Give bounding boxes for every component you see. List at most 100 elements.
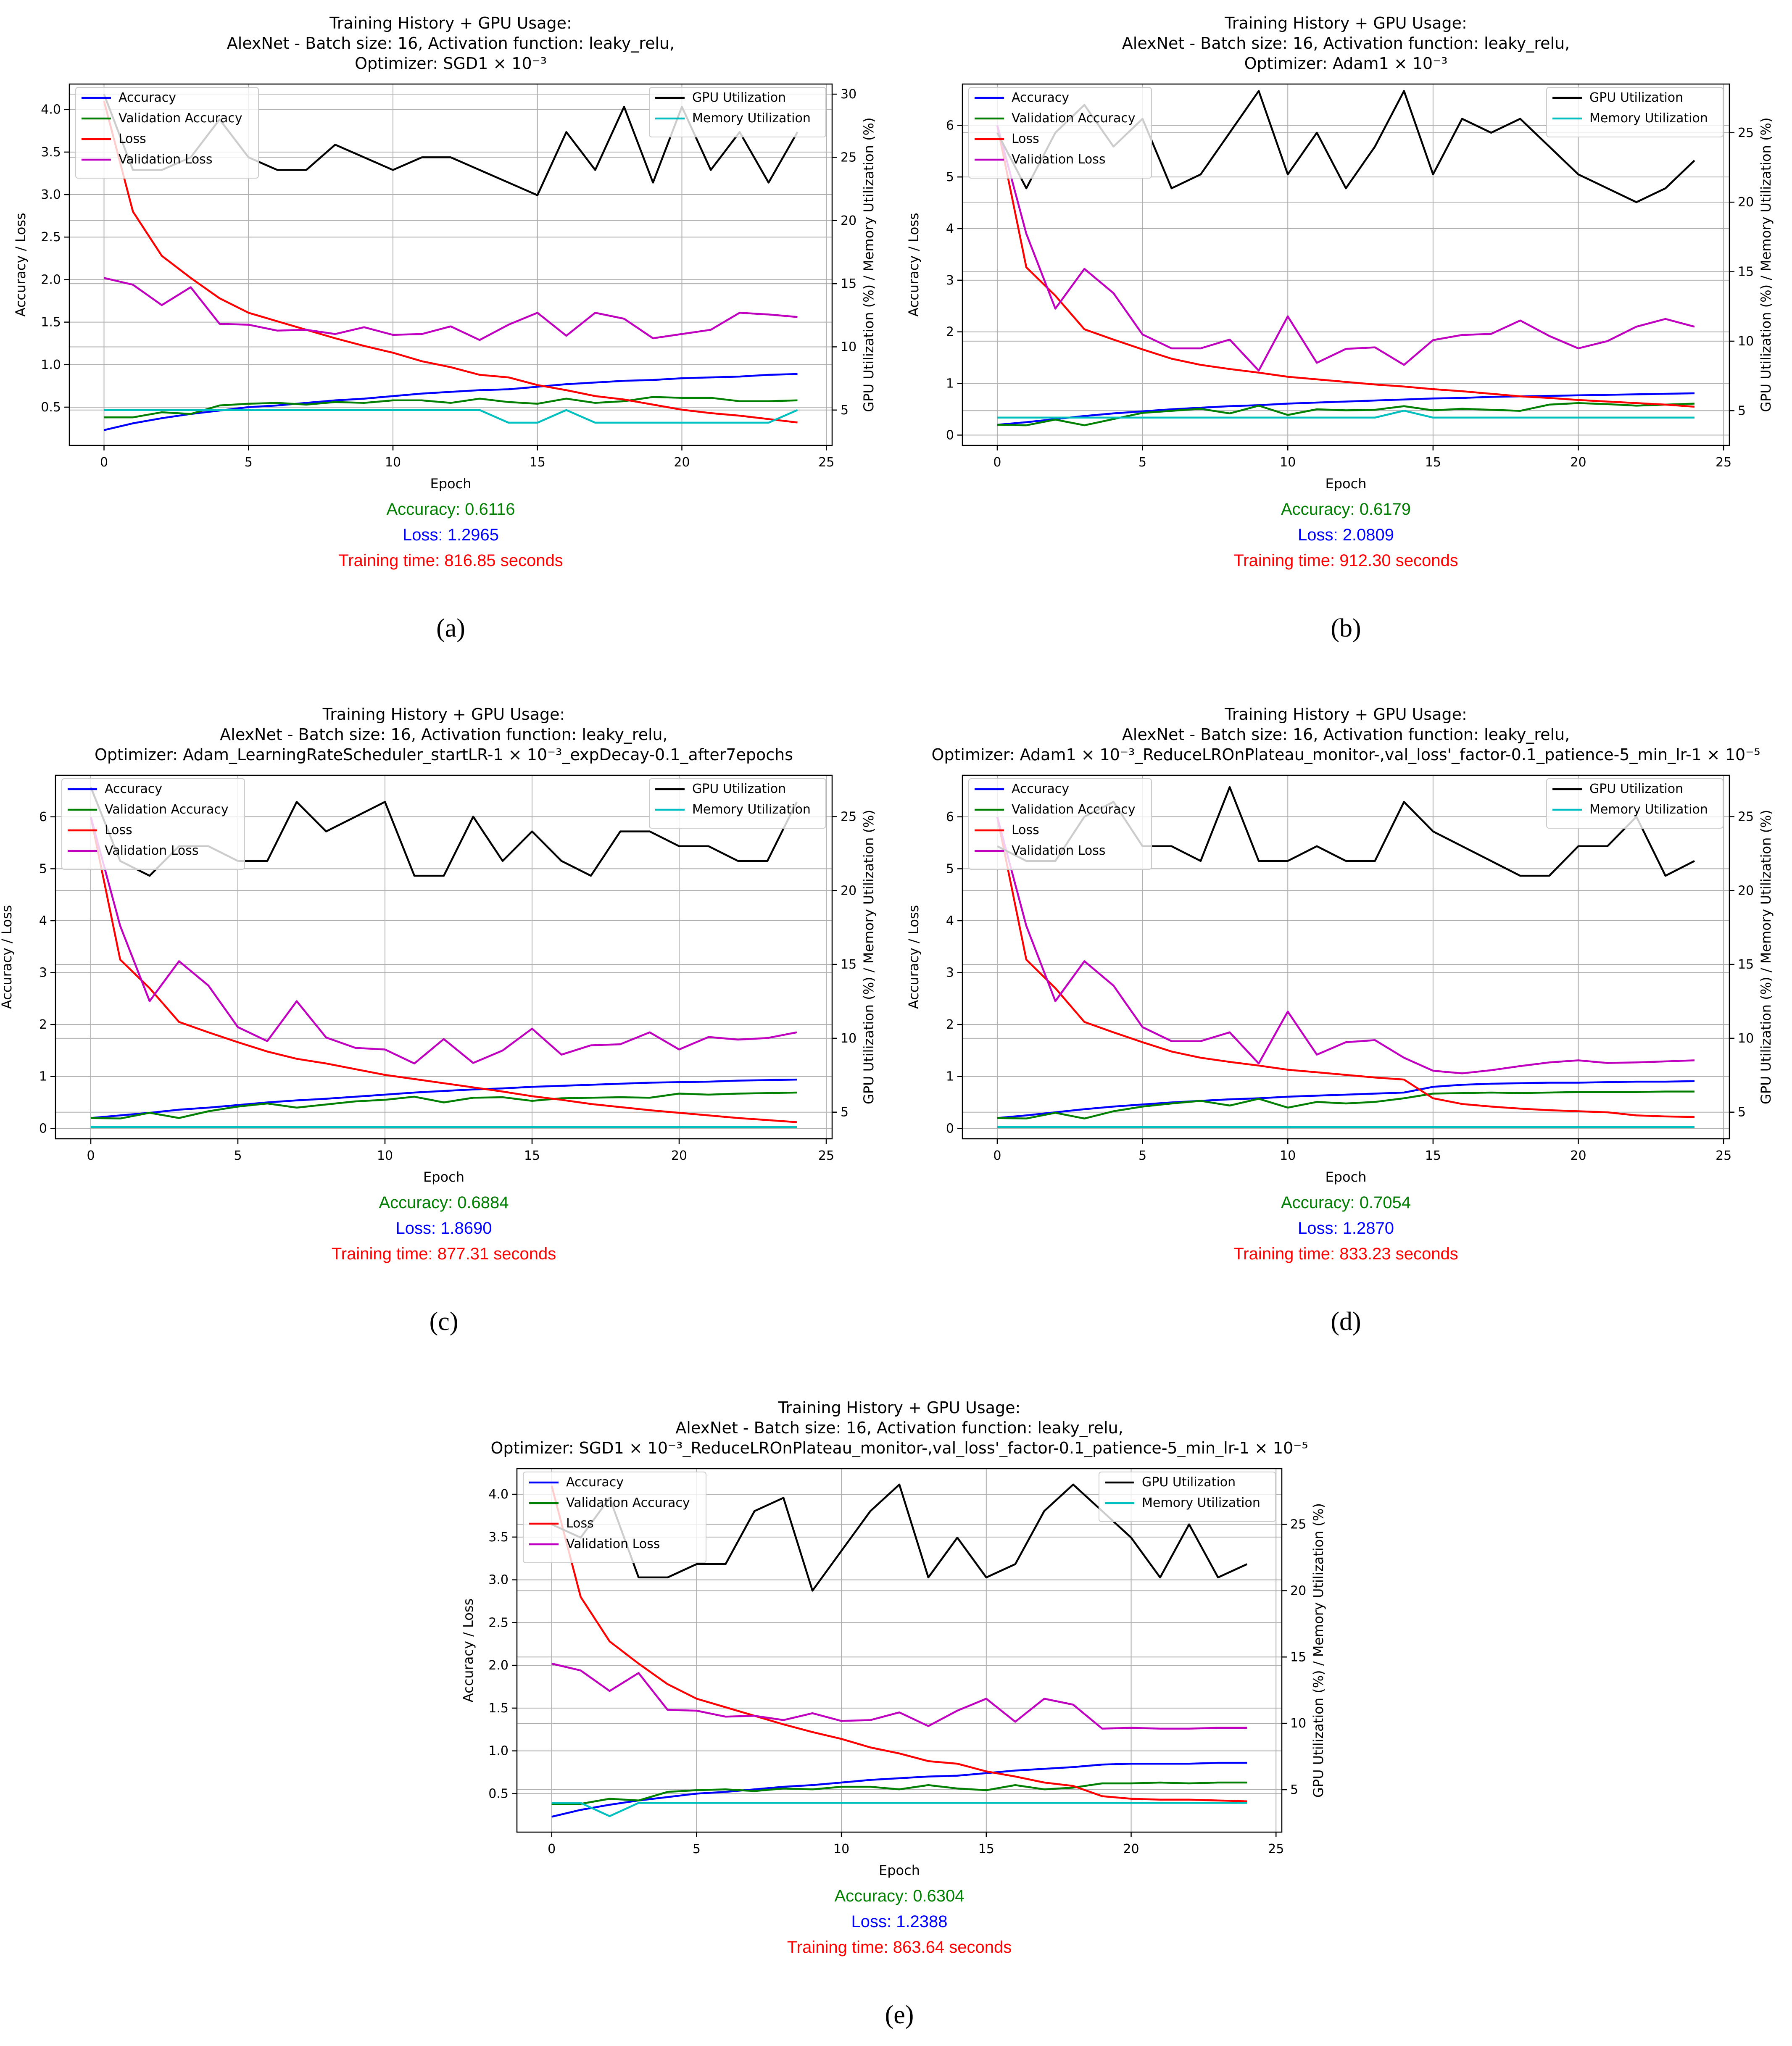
x-tick-label: 15 <box>524 1148 540 1163</box>
panel-caption: (b) <box>1331 614 1361 643</box>
legend-label: Validation Loss <box>1012 152 1105 167</box>
series-line-memory-utilization <box>104 409 798 424</box>
series-line-validation-loss <box>103 277 798 341</box>
y-tick-label: 3.0 <box>41 187 61 202</box>
series-line-validation-loss <box>551 1662 1247 1730</box>
stat-training-time: Training time: 877.31 seconds <box>332 1245 556 1263</box>
legend-label: Memory Utilization <box>1142 1496 1260 1510</box>
y-tick-label: 3 <box>946 273 954 288</box>
series-line-accuracy <box>997 392 1695 426</box>
legend-label: Memory Utilization <box>692 111 811 126</box>
legend-left-box <box>968 87 1152 179</box>
y2-tick-label: 10 <box>1738 1031 1754 1046</box>
y-tick-label: 4 <box>39 914 47 928</box>
y-tick-label: 5 <box>39 861 47 876</box>
series-line-accuracy <box>997 1080 1695 1119</box>
chart-title-line: AlexNet - Batch size: 16, Activation fun… <box>1122 725 1570 744</box>
legend-label: GPU Utilization <box>1142 1475 1236 1490</box>
legend-label: GPU Utilization <box>692 782 786 796</box>
legend-label: Accuracy <box>1012 90 1069 105</box>
x-tick-label: 5 <box>1138 1148 1146 1163</box>
y2-tick-label: 25 <box>1290 1517 1306 1532</box>
legend-left-box <box>61 778 245 870</box>
series-line-loss <box>103 100 798 424</box>
legend-label: Accuracy <box>1012 782 1069 796</box>
legend-label: Memory Utilization <box>1589 802 1708 817</box>
y2-tick-label: 25 <box>1738 126 1754 140</box>
y2-tick-label: 10 <box>1738 334 1754 349</box>
x-tick-label: 25 <box>1716 455 1731 470</box>
chart-panel-a: Training History + GPU Usage: AlexNet - B… <box>13 14 877 643</box>
y-tick-label: 2.0 <box>488 1658 509 1673</box>
series-line-loss <box>551 1485 1247 1802</box>
legend-right-box <box>649 87 826 137</box>
x-tick-label: 0 <box>993 455 1001 470</box>
series-line-gpu-utilization <box>551 1483 1248 1592</box>
y-tick-label: 0 <box>946 1121 954 1136</box>
x-tick-label: 10 <box>385 455 401 470</box>
x-tick-label: 0 <box>87 1148 95 1163</box>
y-tick-label: 2.5 <box>41 230 61 245</box>
y2-tick-label: 5 <box>1738 403 1746 418</box>
chart-title-line: Optimizer: SGD1 × 10⁻³_ReduceLROnPlateau… <box>490 1439 1308 1457</box>
series-line-validation-loss <box>996 125 1695 372</box>
x-tick-label: 5 <box>693 1842 701 1856</box>
stat-loss: Loss: 2.0809 <box>1298 526 1394 544</box>
chart-title-line: Optimizer: Adam1 × 10⁻³_ReduceLROnPlatea… <box>931 745 1760 764</box>
y-tick-label: 3.5 <box>488 1530 509 1545</box>
series-line-validation-accuracy <box>104 396 798 419</box>
chart-title-line: AlexNet - Batch size: 16, Activation fun… <box>227 34 675 53</box>
legend-label: Validation Loss <box>105 843 198 858</box>
series-line-loss <box>996 125 1695 408</box>
legend-label: Loss <box>1012 132 1039 146</box>
panel-caption: (a) <box>436 614 465 643</box>
y2-tick-label: 15 <box>841 276 856 291</box>
series-line-validation-accuracy <box>551 1781 1247 1805</box>
chart-panel-c: Training History + GPU Usage:AlexNet - B… <box>0 705 877 1336</box>
y-tick-label: 0 <box>39 1121 47 1136</box>
y-tick-label: 1.5 <box>41 315 61 330</box>
y-tick-label: 2 <box>39 1017 47 1032</box>
series-line-loss <box>90 816 797 1123</box>
chart-title-line: Training History + GPU Usage: <box>1224 705 1467 724</box>
legend-label: Validation Accuracy <box>1012 111 1136 126</box>
stat-loss: Loss: 1.2388 <box>851 1912 947 1931</box>
y-tick-label: 0.5 <box>41 400 61 415</box>
plot-frame <box>55 774 833 1140</box>
legend-label: Loss <box>105 823 132 837</box>
plot-frame <box>962 83 1730 446</box>
y-tick-label: 2 <box>946 1017 954 1032</box>
plot-frame <box>69 83 833 446</box>
y-tick-label: 2 <box>946 325 954 340</box>
series-line-loss <box>996 816 1695 1118</box>
plot-frame <box>962 774 1730 1140</box>
y-tick-label: 1 <box>946 377 954 391</box>
x-tick-label: 15 <box>1425 1148 1441 1163</box>
y2-tick-label: 20 <box>841 883 856 898</box>
y-tick-label: 1 <box>39 1069 47 1084</box>
y2-tick-label: 20 <box>1738 195 1754 210</box>
legend-label: Loss <box>566 1516 594 1531</box>
stat-training-time: Training time: 863.64 seconds <box>787 1938 1012 1956</box>
chart-title-line: Training History + GPU Usage: <box>1224 14 1467 32</box>
legend-label: Validation Loss <box>119 152 212 167</box>
y-axis-label: Accuracy / Loss <box>460 1598 476 1702</box>
y-tick-label: 5 <box>946 170 954 184</box>
stat-loss: Loss: 1.8690 <box>395 1219 492 1238</box>
chart-title-line: Training History + GPU Usage: <box>322 705 565 724</box>
x-tick-label: 10 <box>833 1842 849 1856</box>
x-tick-label: 25 <box>818 1148 834 1163</box>
x-tick-label: 15 <box>1425 455 1441 470</box>
stat-training-time: Training time: 833.23 seconds <box>1233 1245 1458 1263</box>
legend-label: Validation Accuracy <box>1012 802 1136 817</box>
legend-label: Validation Accuracy <box>119 111 242 126</box>
x-tick-label: 0 <box>100 455 108 470</box>
stat-loss: Loss: 1.2870 <box>1298 1219 1394 1238</box>
x-tick-label: 5 <box>245 455 253 470</box>
y-tick-label: 1.0 <box>41 358 61 372</box>
y-tick-label: 6 <box>39 810 47 824</box>
y2-tick-label: 10 <box>1290 1716 1306 1731</box>
legend-left-box <box>523 1472 706 1563</box>
x-tick-label: 20 <box>671 1148 687 1163</box>
x-tick-label: 20 <box>1570 455 1586 470</box>
